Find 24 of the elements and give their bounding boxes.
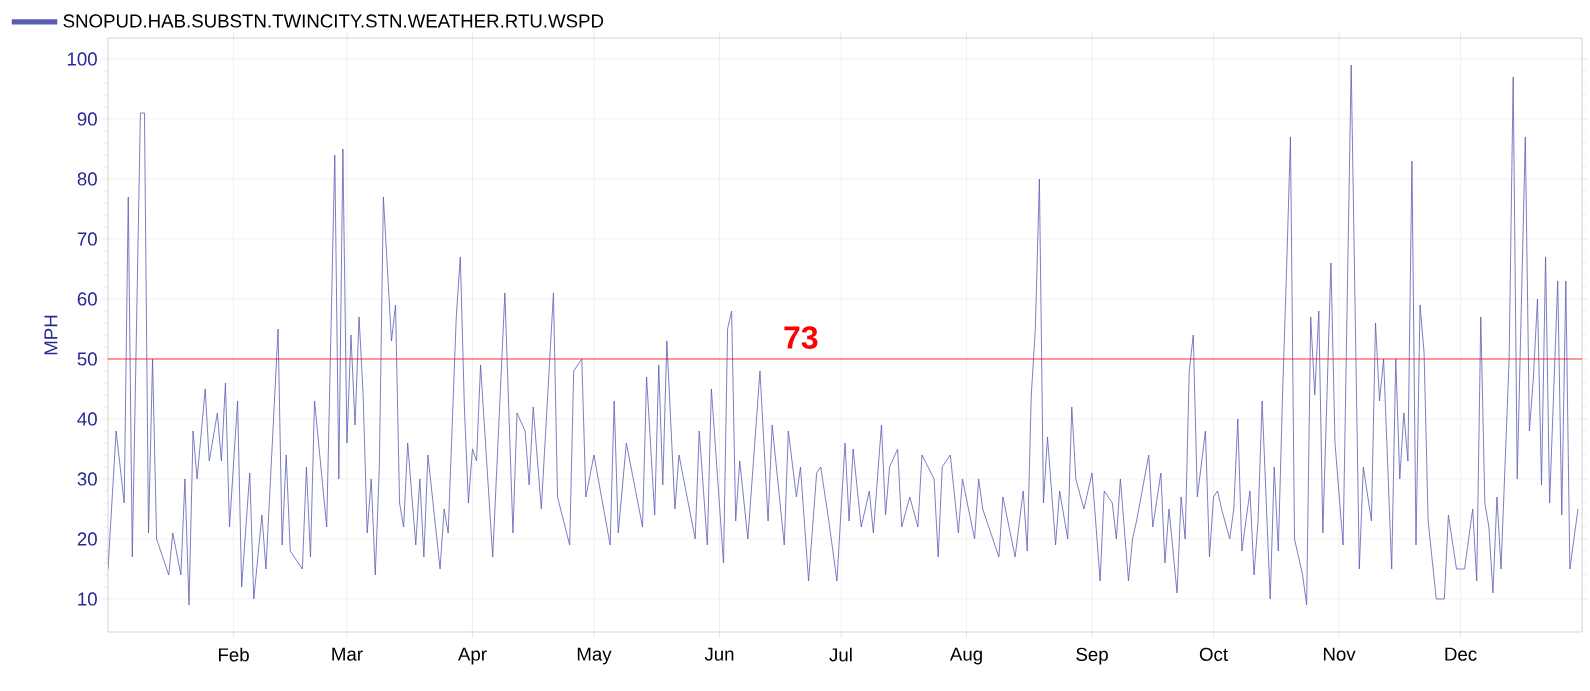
annotation: 73 bbox=[784, 326, 818, 349]
x-tick-label: Mar bbox=[332, 647, 363, 661]
y-tick-label: 50 bbox=[77, 352, 97, 366]
x-tick-label: Apr bbox=[457, 647, 487, 665]
y-tick-label: 90 bbox=[77, 112, 97, 126]
y-tick-label: 30 bbox=[77, 472, 97, 486]
x-tick-label: Sep bbox=[1076, 647, 1108, 665]
y-tick-label: 70 bbox=[77, 232, 97, 246]
legend-label: SNOPUD.HAB.SUBSTN.TWINCITY.STN.WEATHER.RTU.WSPD bbox=[63, 14, 604, 28]
x-tick-label: Jul bbox=[829, 647, 852, 662]
y-axis-title: MPH bbox=[44, 315, 58, 355]
x-tick-label: Aug bbox=[949, 647, 982, 665]
y-tick-label: 40 bbox=[77, 412, 97, 426]
x-tick-label: Jun bbox=[704, 647, 734, 661]
x-tick-label: May bbox=[577, 647, 612, 665]
x-tick-label: Nov bbox=[1323, 647, 1356, 661]
y-tick-label: 10 bbox=[78, 592, 97, 606]
y-tick-label: 60 bbox=[77, 292, 97, 306]
x-tick-label: Oct bbox=[1199, 647, 1228, 661]
y-tick-label: 100 bbox=[67, 52, 97, 66]
y-tick-label: 80 bbox=[77, 172, 97, 186]
x-tick-label: Dec bbox=[1445, 647, 1477, 661]
x-tick-label: Feb bbox=[218, 647, 249, 662]
y-tick-label: 20 bbox=[77, 532, 97, 546]
